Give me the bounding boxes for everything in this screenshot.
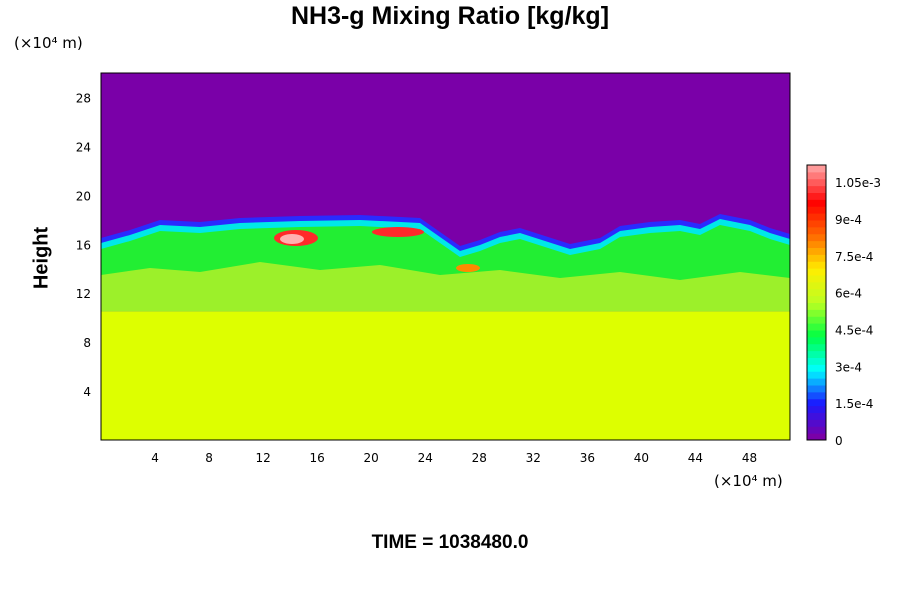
band-yellowgreen xyxy=(101,262,790,312)
colorbar-cell xyxy=(807,364,826,372)
colorbar-cell xyxy=(807,288,826,297)
colorbar-cell xyxy=(807,302,826,310)
colorbar-cell xyxy=(807,309,826,317)
x-tick-label: 12 xyxy=(255,451,270,465)
plot-frame xyxy=(100,72,791,441)
hot-spot-3 xyxy=(456,264,480,272)
y-tick-label: 12 xyxy=(76,287,91,301)
y-tick-label: 4 xyxy=(83,385,91,399)
x-tick-label: 8 xyxy=(205,451,213,465)
colorbar-cell xyxy=(807,220,826,228)
colorbar-cell xyxy=(807,357,826,365)
y-tick-label: 24 xyxy=(76,140,91,154)
colorbar-cell xyxy=(807,350,826,358)
hot-spot-1-core xyxy=(280,234,304,244)
chart-title: NH3-g Mixing Ratio [kg/kg] xyxy=(290,2,610,30)
heatmap-field xyxy=(101,73,790,440)
y-tick-label: 20 xyxy=(76,189,91,203)
colorbar-cell xyxy=(807,398,826,407)
colorbar-cell xyxy=(807,316,826,324)
colorbar-cell xyxy=(807,281,826,290)
colorbar-tick-label: 1.5e-4 xyxy=(835,397,873,411)
colorbar-cell xyxy=(807,254,826,262)
colorbar-cell xyxy=(807,171,826,180)
colorbar-cell xyxy=(807,275,826,283)
colorbar-cell xyxy=(807,233,826,242)
colorbar-tick-label: 6e-4 xyxy=(835,287,862,301)
colorbar-cell xyxy=(807,206,826,214)
colorbar-tick-label: 3e-4 xyxy=(835,360,862,374)
hot-spot-2 xyxy=(372,227,424,237)
x-tick-label: 16 xyxy=(310,451,325,465)
colorbar-cell xyxy=(807,385,826,393)
x-tick-label: 4 xyxy=(151,451,159,465)
colorbar-cell xyxy=(807,192,826,200)
colorbar-cell xyxy=(807,433,826,441)
colorbar-cell xyxy=(807,378,826,386)
colorbar-cell xyxy=(807,426,826,434)
colorbar-cell xyxy=(807,178,826,187)
colorbar-tick-label: 0 xyxy=(835,434,843,448)
y-tick-label: 28 xyxy=(76,91,91,105)
x-tick-label: 36 xyxy=(580,451,595,465)
colorbar-tick-label: 4.5e-4 xyxy=(835,324,873,338)
colorbar-cell xyxy=(807,295,826,303)
time-label: TIME = 1038480.0 xyxy=(371,532,529,553)
colorbar-cell xyxy=(807,405,826,413)
x-tick-label: 40 xyxy=(634,451,649,465)
colorbar-cell xyxy=(807,391,826,400)
colorbar-cell xyxy=(807,268,826,276)
colorbar-tick-label: 7.5e-4 xyxy=(835,250,873,264)
colorbar-cell xyxy=(807,165,826,173)
colorbar-frame xyxy=(806,164,827,441)
y-tick-label: 16 xyxy=(76,238,91,252)
colorbar-tick-label: 9e-4 xyxy=(835,213,862,227)
y-tick-label: 8 xyxy=(83,336,91,350)
lower-region xyxy=(101,311,790,440)
colorbar-cell xyxy=(807,213,826,221)
colorbar-cell xyxy=(807,371,826,379)
colorbar-cell xyxy=(807,343,826,352)
x-tick-label: 20 xyxy=(364,451,379,465)
colorbar-cell xyxy=(807,240,826,248)
colorbar-cell xyxy=(807,199,826,207)
colorbar-cell xyxy=(807,419,826,427)
x-tick-label: 24 xyxy=(418,451,433,465)
colorbar-cell xyxy=(807,412,826,420)
colorbar-cell xyxy=(807,261,826,269)
colorbar-cell xyxy=(807,336,826,345)
colorbar-cell xyxy=(807,226,826,235)
x-tick-label: 32 xyxy=(526,451,541,465)
colorbar-cell xyxy=(807,185,826,193)
x-axis-unit-label: (×10⁴ m) xyxy=(714,472,783,490)
x-tick-label: 44 xyxy=(688,451,703,465)
x-tick-label: 48 xyxy=(742,451,757,465)
colorbar-cell xyxy=(807,247,826,255)
y-axis-unit-label: (×10⁴ m) xyxy=(14,34,83,52)
colorbar-tick-label: 1.05e-3 xyxy=(835,176,881,190)
x-tick-label: 28 xyxy=(472,451,487,465)
colorbar-cell xyxy=(807,323,826,331)
colorbar-cell xyxy=(807,330,826,338)
